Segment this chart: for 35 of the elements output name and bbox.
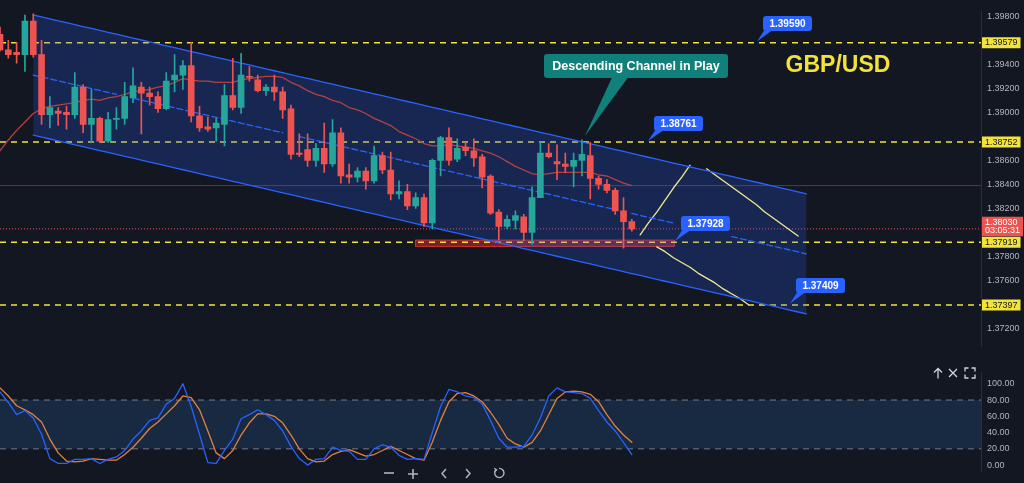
annotation: 1.37928 xyxy=(681,216,730,231)
y-tick-label: 1.39000 xyxy=(987,106,1020,117)
y-tick-label: 1.37800 xyxy=(987,250,1020,261)
candlestick xyxy=(229,57,237,111)
y-tick-label: 40.00 xyxy=(987,427,1010,438)
candlestick xyxy=(578,139,586,177)
y-tick-label: 1.37600 xyxy=(987,275,1020,286)
y-tick-label: 20.00 xyxy=(987,443,1010,454)
y-tick-label: 1.37200 xyxy=(987,323,1020,334)
y-tick-label: 1.38200 xyxy=(987,202,1020,213)
y-tick-label: 80.00 xyxy=(987,394,1010,405)
candlestick xyxy=(395,180,403,200)
y-tick-label: 100.00 xyxy=(987,378,1015,389)
y-tick-label: 0.00 xyxy=(987,459,1005,470)
annotation: 1.37409 xyxy=(796,278,845,293)
candlestick xyxy=(204,116,212,132)
y-tick-label: 1.39800 xyxy=(987,10,1020,21)
y-tick-label: 1.39200 xyxy=(987,82,1020,93)
text: GBP/USD xyxy=(785,51,891,78)
y-tick-label: 1.39400 xyxy=(987,58,1020,69)
ref-line-label: 1.38030 03:05:31 xyxy=(985,216,1021,236)
ref-line-label: 1.38752 xyxy=(985,136,1018,147)
candlestick xyxy=(553,144,561,180)
annotation: Descending Channel in Play xyxy=(544,54,728,78)
ref-line-label: 1.37397 xyxy=(985,299,1018,310)
y-tick-label: 60.00 xyxy=(987,410,1010,421)
ref-line-label: 1.37919 xyxy=(985,236,1018,247)
annotation: 1.38761 xyxy=(654,116,703,131)
candlestick xyxy=(345,163,353,184)
candlestick xyxy=(561,152,569,173)
y-tick-label: 1.38400 xyxy=(987,178,1020,189)
candlestick xyxy=(46,96,54,129)
ref-line-label: 1.39579 xyxy=(985,37,1018,48)
annotation: 1.39590 xyxy=(763,16,812,31)
y-tick-label: 1.38600 xyxy=(987,154,1020,165)
